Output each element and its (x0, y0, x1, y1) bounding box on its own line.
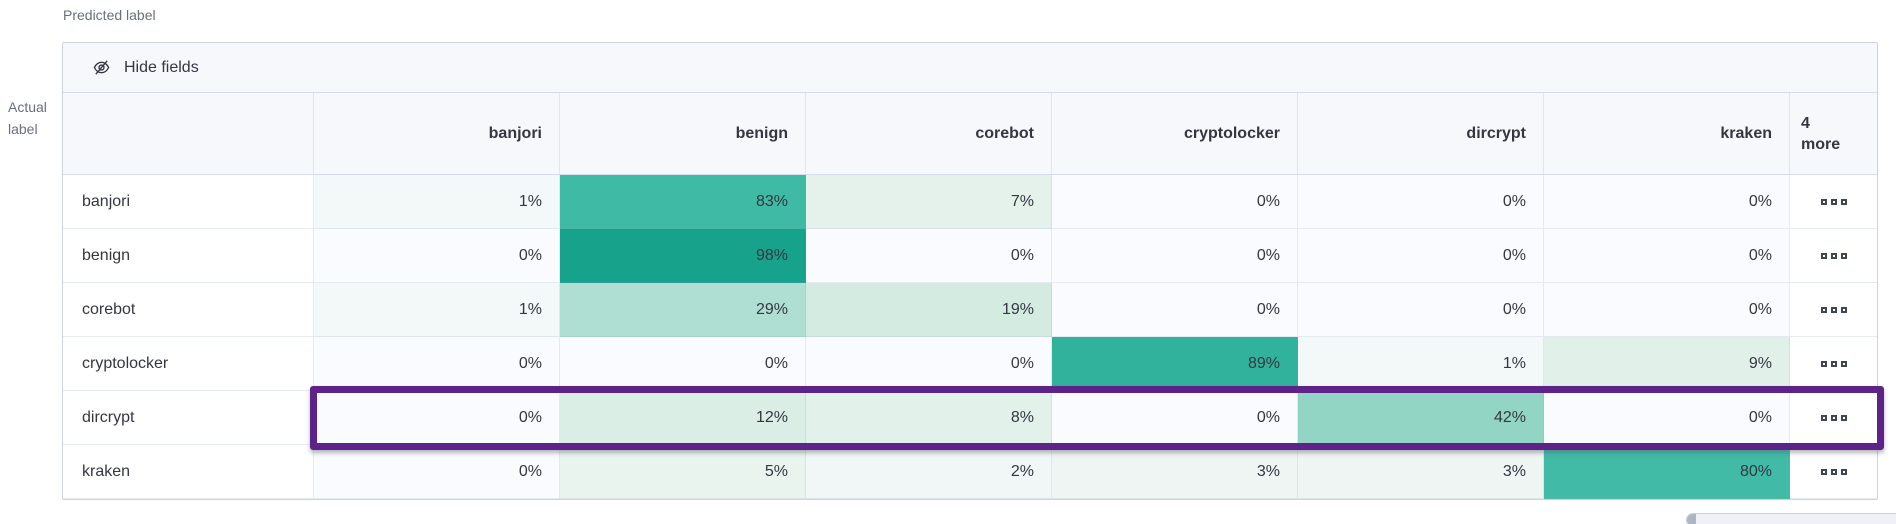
cell-dircrypt-benign[interactable]: 12% (560, 391, 806, 445)
row-actions-button-benign[interactable] (1790, 229, 1877, 283)
boxes-horizontal-icon (1820, 468, 1827, 475)
column-header-benign[interactable]: benign (560, 93, 806, 175)
scrollbar-thumb[interactable] (1687, 514, 1696, 524)
actual-axis-label: Actual label (8, 96, 47, 140)
cell-corebot-cryptolocker[interactable]: 0% (1052, 283, 1298, 337)
row-actions-button-dircrypt[interactable] (1790, 391, 1877, 445)
row-header-corebot[interactable]: corebot (63, 283, 314, 337)
boxes-horizontal-icon (1820, 252, 1827, 259)
boxes-horizontal-icon (1840, 414, 1847, 421)
actual-axis-label-line1: Actual (8, 99, 47, 115)
predicted-axis-label: Predicted label (63, 7, 156, 23)
row-header-cryptolocker[interactable]: cryptolocker (63, 337, 314, 391)
boxes-horizontal-icon (1840, 306, 1847, 313)
boxes-horizontal-icon (1840, 468, 1847, 475)
cell-banjori-corebot[interactable]: 7% (806, 175, 1052, 229)
cell-benign-dircrypt[interactable]: 0% (1298, 229, 1544, 283)
cell-banjori-kraken[interactable]: 0% (1544, 175, 1790, 229)
eye-closed-icon (92, 58, 111, 77)
header-corner-cell (63, 93, 314, 175)
cell-cryptolocker-banjori[interactable]: 0% (314, 337, 560, 391)
cell-dircrypt-dircrypt[interactable]: 42% (1298, 391, 1544, 445)
cell-kraken-benign[interactable]: 5% (560, 445, 806, 499)
more-columns-label: 4 more (1801, 114, 1841, 153)
cell-kraken-corebot[interactable]: 2% (806, 445, 1052, 499)
row-header-banjori[interactable]: banjori (63, 175, 314, 229)
column-header-cryptolocker[interactable]: cryptolocker (1052, 93, 1298, 175)
column-header-banjori[interactable]: banjori (314, 93, 560, 175)
cell-benign-banjori[interactable]: 0% (314, 229, 560, 283)
boxes-horizontal-icon (1840, 252, 1847, 259)
boxes-horizontal-icon (1830, 414, 1837, 421)
cell-corebot-banjori[interactable]: 1% (314, 283, 560, 337)
cell-benign-cryptolocker[interactable]: 0% (1052, 229, 1298, 283)
cell-banjori-benign[interactable]: 83% (560, 175, 806, 229)
cell-corebot-dircrypt[interactable]: 0% (1298, 283, 1544, 337)
cell-cryptolocker-cryptolocker[interactable]: 89% (1052, 337, 1298, 391)
cell-cryptolocker-benign[interactable]: 0% (560, 337, 806, 391)
column-header-kraken[interactable]: kraken (1544, 93, 1790, 175)
cell-dircrypt-corebot[interactable]: 8% (806, 391, 1052, 445)
boxes-horizontal-icon (1820, 414, 1827, 421)
cell-dircrypt-cryptolocker[interactable]: 0% (1052, 391, 1298, 445)
boxes-horizontal-icon (1830, 198, 1837, 205)
row-header-dircrypt[interactable]: dircrypt (63, 391, 314, 445)
actual-axis-label-line2: label (8, 121, 38, 137)
boxes-horizontal-icon (1830, 468, 1837, 475)
cell-corebot-corebot[interactable]: 19% (806, 283, 1052, 337)
hide-fields-button[interactable]: Hide fields (63, 43, 1877, 93)
cell-benign-corebot[interactable]: 0% (806, 229, 1052, 283)
boxes-horizontal-icon (1840, 198, 1847, 205)
cell-benign-kraken[interactable]: 0% (1544, 229, 1790, 283)
matrix-table: banjori benign corebot cryptolocker dircrypt… (63, 93, 1877, 499)
row-actions-button-cryptolocker[interactable] (1790, 337, 1877, 391)
row-actions-button-kraken[interactable] (1790, 445, 1877, 499)
cell-kraken-cryptolocker[interactable]: 3% (1052, 445, 1298, 499)
cell-dircrypt-banjori[interactable]: 0% (314, 391, 560, 445)
row-actions-button-banjori[interactable] (1790, 175, 1877, 229)
row-actions-button-corebot[interactable] (1790, 283, 1877, 337)
cell-banjori-dircrypt[interactable]: 0% (1298, 175, 1544, 229)
boxes-horizontal-icon (1820, 306, 1827, 313)
cell-cryptolocker-dircrypt[interactable]: 1% (1298, 337, 1544, 391)
column-header-more[interactable]: 4 more (1790, 93, 1877, 175)
cell-benign-benign[interactable]: 98% (560, 229, 806, 283)
cell-banjori-banjori[interactable]: 1% (314, 175, 560, 229)
cell-kraken-kraken[interactable]: 80% (1544, 445, 1790, 499)
hide-fields-label: Hide fields (124, 58, 199, 76)
cell-dircrypt-kraken[interactable]: 0% (1544, 391, 1790, 445)
row-header-benign[interactable]: benign (63, 229, 314, 283)
cell-cryptolocker-kraken[interactable]: 9% (1544, 337, 1790, 391)
cell-kraken-banjori[interactable]: 0% (314, 445, 560, 499)
column-header-dircrypt[interactable]: dircrypt (1298, 93, 1544, 175)
row-header-kraken[interactable]: kraken (63, 445, 314, 499)
cell-cryptolocker-corebot[interactable]: 0% (806, 337, 1052, 391)
boxes-horizontal-icon (1830, 360, 1837, 367)
cell-kraken-dircrypt[interactable]: 3% (1298, 445, 1544, 499)
horizontal-scrollbar[interactable] (1686, 513, 1896, 524)
cell-corebot-kraken[interactable]: 0% (1544, 283, 1790, 337)
cell-banjori-cryptolocker[interactable]: 0% (1052, 175, 1298, 229)
cell-corebot-benign[interactable]: 29% (560, 283, 806, 337)
column-header-corebot[interactable]: corebot (806, 93, 1052, 175)
boxes-horizontal-icon (1830, 252, 1837, 259)
boxes-horizontal-icon (1840, 360, 1847, 367)
boxes-horizontal-icon (1820, 360, 1827, 367)
boxes-horizontal-icon (1820, 198, 1827, 205)
boxes-horizontal-icon (1830, 306, 1837, 313)
confusion-matrix-data-grid: Hide fields banjori benign corebot cryptolo… (62, 42, 1878, 500)
